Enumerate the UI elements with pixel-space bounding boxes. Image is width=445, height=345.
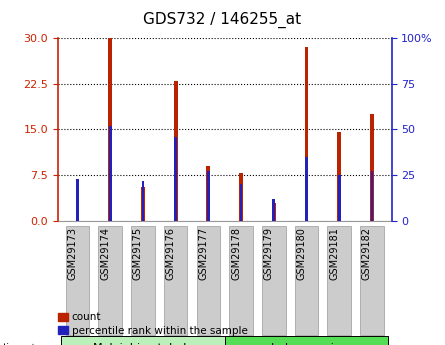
Text: GDS732 / 146255_at: GDS732 / 146255_at — [143, 11, 302, 28]
Text: GSM29180: GSM29180 — [296, 227, 307, 280]
Text: GSM29173: GSM29173 — [68, 227, 77, 280]
FancyBboxPatch shape — [131, 227, 155, 335]
Bar — [305, 157, 308, 221]
Bar — [174, 81, 178, 221]
Bar — [225, 336, 388, 345]
FancyBboxPatch shape — [360, 227, 384, 335]
Bar — [76, 179, 79, 221]
Text: GSM29182: GSM29182 — [362, 227, 372, 280]
FancyBboxPatch shape — [262, 227, 286, 335]
Bar — [76, 179, 80, 221]
Bar — [141, 187, 145, 221]
FancyBboxPatch shape — [164, 227, 187, 335]
Text: GSM29179: GSM29179 — [264, 227, 274, 280]
Bar — [239, 173, 243, 221]
Text: ▶: ▶ — [32, 342, 42, 345]
Legend: count, percentile rank within the sample: count, percentile rank within the sample — [54, 308, 252, 340]
Bar — [109, 126, 112, 221]
Bar — [207, 171, 210, 221]
FancyBboxPatch shape — [328, 227, 351, 335]
Text: GSM29178: GSM29178 — [231, 227, 241, 280]
Bar — [206, 166, 210, 221]
Bar — [240, 184, 243, 221]
Bar — [108, 38, 112, 221]
Bar — [272, 199, 275, 221]
Bar — [272, 203, 276, 221]
Text: Malpighian tubule: Malpighian tubule — [93, 343, 193, 345]
Bar — [304, 47, 308, 221]
FancyBboxPatch shape — [295, 227, 318, 335]
Text: GSM29177: GSM29177 — [198, 227, 208, 280]
Text: tissue: tissue — [2, 343, 33, 345]
Bar — [338, 175, 340, 221]
Bar — [61, 336, 225, 345]
Text: GSM29176: GSM29176 — [166, 227, 176, 280]
Text: GSM29175: GSM29175 — [133, 227, 143, 280]
FancyBboxPatch shape — [229, 227, 253, 335]
FancyBboxPatch shape — [98, 227, 122, 335]
Bar — [174, 137, 177, 221]
FancyBboxPatch shape — [66, 227, 89, 335]
Bar — [371, 171, 373, 221]
Bar — [370, 114, 374, 221]
Text: GSM29181: GSM29181 — [329, 227, 339, 280]
Text: whole organism: whole organism — [262, 343, 351, 345]
Bar — [337, 132, 341, 221]
FancyBboxPatch shape — [197, 227, 220, 335]
Text: GSM29174: GSM29174 — [100, 227, 110, 280]
Bar — [142, 180, 144, 221]
